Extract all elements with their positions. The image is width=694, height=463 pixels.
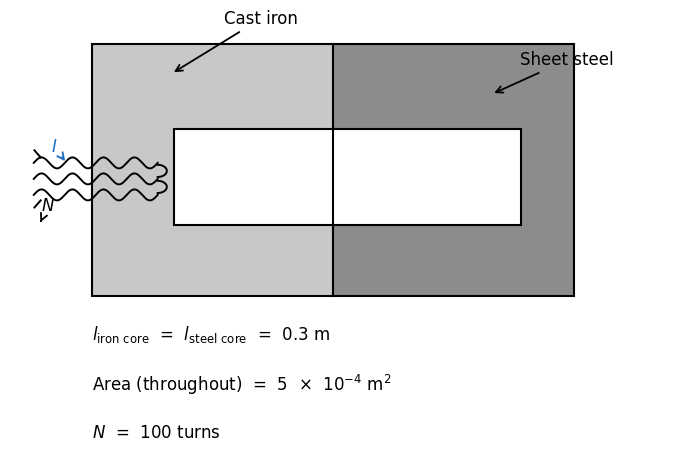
Text: Sheet steel: Sheet steel [496, 51, 614, 93]
Text: $l_{\rm iron\ core}$  =  $l_{\rm steel\ core}$  =  0.3 m: $l_{\rm iron\ core}$ = $l_{\rm steel\ co… [92, 324, 330, 345]
Text: Area (throughout)  =  5  $\times$  10$^{-4}$ m$^2$: Area (throughout) = 5 $\times$ 10$^{-4}$… [92, 373, 391, 397]
Text: $N$  =  100 turns: $N$ = 100 turns [92, 424, 221, 442]
Text: $\it{N}$: $\it{N}$ [40, 197, 55, 221]
Bar [174, 130, 521, 225]
Text: $\it{I}$: $\it{I}$ [51, 138, 64, 160]
Bar [92, 44, 333, 295]
Bar [92, 44, 574, 295]
Bar [174, 130, 521, 225]
Bar [333, 44, 574, 295]
Text: Cast iron: Cast iron [176, 10, 298, 71]
